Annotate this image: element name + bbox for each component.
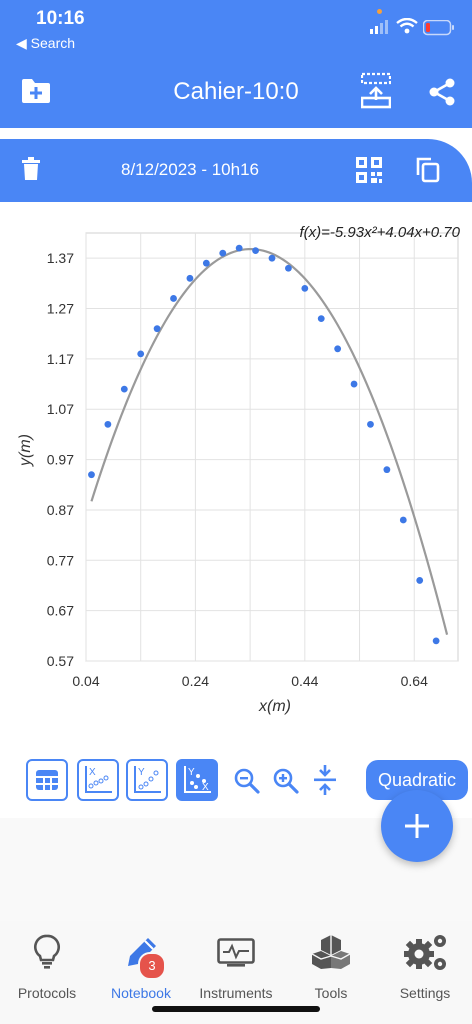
page-title: Cahier-10:0 <box>173 78 299 105</box>
y-tick-label: 1.17 <box>47 351 74 367</box>
recording-dot <box>377 9 382 14</box>
x-axis-label: x(m) <box>258 698 291 715</box>
app-header <box>0 0 472 128</box>
y-tick-label: 0.97 <box>47 452 74 468</box>
data-point[interactable] <box>235 244 243 252</box>
data-point[interactable] <box>367 420 374 428</box>
entry-date: 8/12/2023 - 10h16 <box>120 160 259 179</box>
graph-x-button[interactable]: X <box>77 759 119 801</box>
data-point[interactable] <box>219 249 227 257</box>
data-point[interactable] <box>399 516 407 524</box>
x-tick-label: 0.24 <box>182 673 209 689</box>
lightbulb-icon <box>34 934 60 969</box>
back-to-search-link[interactable]: ◀ Search <box>16 35 76 51</box>
data-point[interactable] <box>186 274 194 282</box>
x-tick-label: 0.04 <box>72 673 99 689</box>
nav-tools-label: Tools <box>314 985 348 1001</box>
scatter-chart[interactable]: 0.04 0.24 0.44 0.64 0.57 0.67 0.77 0.87 0.97 1.07… <box>0 205 472 750</box>
svg-text:Y: Y <box>188 767 195 778</box>
y-tick-label: 1.07 <box>47 401 74 417</box>
data-point[interactable] <box>153 325 161 333</box>
nav-protocols-label: Protocols <box>17 985 77 1001</box>
share-icon[interactable] <box>428 78 456 111</box>
data-point[interactable] <box>252 247 259 255</box>
y-tick-label: 0.87 <box>47 502 74 518</box>
data-point[interactable] <box>416 577 424 584</box>
graph-y-icon: Y <box>134 766 161 793</box>
svg-text:Y: Y <box>138 767 145 778</box>
trash-icon[interactable] <box>22 157 40 186</box>
data-point[interactable] <box>88 471 95 479</box>
new-folder-icon[interactable] <box>21 78 51 109</box>
data-point[interactable] <box>334 345 342 353</box>
qr-code-icon[interactable] <box>356 157 382 188</box>
scatter-xy-icon: YX <box>184 766 211 793</box>
data-point[interactable] <box>268 254 276 262</box>
y-tick-label: 0.77 <box>47 552 74 568</box>
svg-text:X: X <box>89 767 96 778</box>
cubes-icon <box>312 935 350 969</box>
signal-icon <box>370 20 390 39</box>
fit-equation: f(x)=-5.93x²+4.04x+0.70 <box>299 224 460 241</box>
data-point[interactable] <box>383 466 391 474</box>
plus-icon <box>405 814 429 838</box>
home-indicator <box>152 1006 320 1012</box>
graph-x-icon: X <box>85 766 112 793</box>
x-tick-label: 0.44 <box>291 673 318 689</box>
data-point[interactable] <box>350 380 358 388</box>
data-point[interactable] <box>285 264 292 272</box>
x-tick-label: 0.64 <box>401 673 428 689</box>
monitor-icon <box>217 938 255 967</box>
wifi-icon <box>396 17 418 39</box>
fit-curve <box>90 247 449 635</box>
y-tick-label: 1.27 <box>47 301 74 317</box>
data-point[interactable] <box>202 259 210 267</box>
y-tick-label: 0.57 <box>47 653 74 669</box>
status-time: 10:16 <box>36 8 85 29</box>
nav-settings[interactable]: Settings <box>378 930 472 1002</box>
copy-icon[interactable] <box>416 157 440 188</box>
svg-text:X: X <box>202 782 209 793</box>
nav-notebook-label: Notebook <box>111 985 171 1001</box>
nav-instruments-label: Instruments <box>199 985 273 1001</box>
data-point[interactable] <box>104 420 112 428</box>
battery-icon <box>422 19 455 41</box>
nav-instruments[interactable]: Instruments <box>188 930 284 1002</box>
data-point[interactable] <box>170 295 177 302</box>
export-icon[interactable] <box>360 72 392 115</box>
notebook-entry-bar <box>0 139 472 202</box>
nav-settings-label: Settings <box>399 985 451 1001</box>
fit-vertical-icon[interactable] <box>312 763 338 802</box>
table-icon <box>36 770 58 790</box>
graph-y-button[interactable]: Y <box>126 759 168 801</box>
nav-notebook[interactable]: 3 Notebook <box>94 930 188 1002</box>
y-tick-label: 1.37 <box>47 250 74 266</box>
zoom-out-icon[interactable] <box>233 767 261 800</box>
y-axis-label: y(m) <box>17 434 34 467</box>
data-point[interactable] <box>137 350 145 358</box>
nav-protocols[interactable]: Protocols <box>0 930 94 1002</box>
plot-frame <box>85 232 459 662</box>
gears-icon <box>404 935 446 970</box>
table-view-button[interactable] <box>26 759 68 801</box>
add-entry-button[interactable] <box>381 790 453 862</box>
y-tick-label: 0.67 <box>47 603 74 619</box>
data-point[interactable] <box>432 637 440 645</box>
zoom-in-icon[interactable] <box>272 767 300 800</box>
notebook-badge: 3 <box>138 952 166 980</box>
pen-icon <box>128 938 156 966</box>
data-point[interactable] <box>120 385 128 393</box>
nav-tools[interactable]: Tools <box>284 930 378 1002</box>
data-point[interactable] <box>317 315 325 322</box>
data-point[interactable] <box>301 284 309 292</box>
